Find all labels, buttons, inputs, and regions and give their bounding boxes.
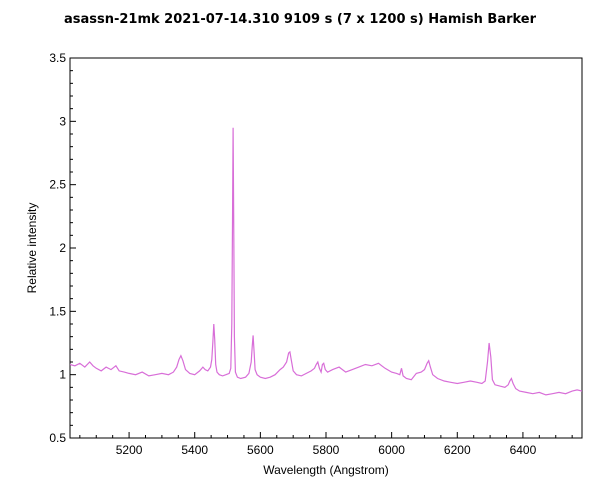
y-tick-label: 1.5 [49, 304, 66, 318]
y-tick-label: 2 [59, 241, 66, 255]
y-axis-title: Relative intensity [25, 203, 39, 294]
axis-ticks: 5200 5400 5600 5800 6000 6200 6400 0.5 1 1.5 2 2.5 3… [49, 51, 573, 457]
x-tick-label: 5200 [116, 443, 143, 457]
x-tick-label: 6000 [378, 443, 405, 457]
spectrum-series-line [69, 127, 583, 396]
chart-title: asassn-21mk 2021-07-14.310 9109 s (7 x 1… [63, 12, 537, 27]
x-axis-title: Wavelength (Angstrom) [263, 463, 389, 477]
x-tick-label: 6400 [510, 443, 537, 457]
y-tick-label: 3.5 [49, 51, 66, 65]
y-tick-label: 3 [59, 114, 66, 128]
x-tick-label: 5400 [181, 443, 208, 457]
y-tick-label: 0.5 [49, 431, 66, 445]
plot-frame [69, 57, 583, 439]
x-tick-label: 6200 [444, 443, 471, 457]
y-tick-label: 2.5 [49, 178, 66, 192]
x-tick-label: 5600 [247, 443, 274, 457]
y-tick-label: 1 [59, 368, 66, 382]
x-tick-label: 5800 [313, 443, 340, 457]
